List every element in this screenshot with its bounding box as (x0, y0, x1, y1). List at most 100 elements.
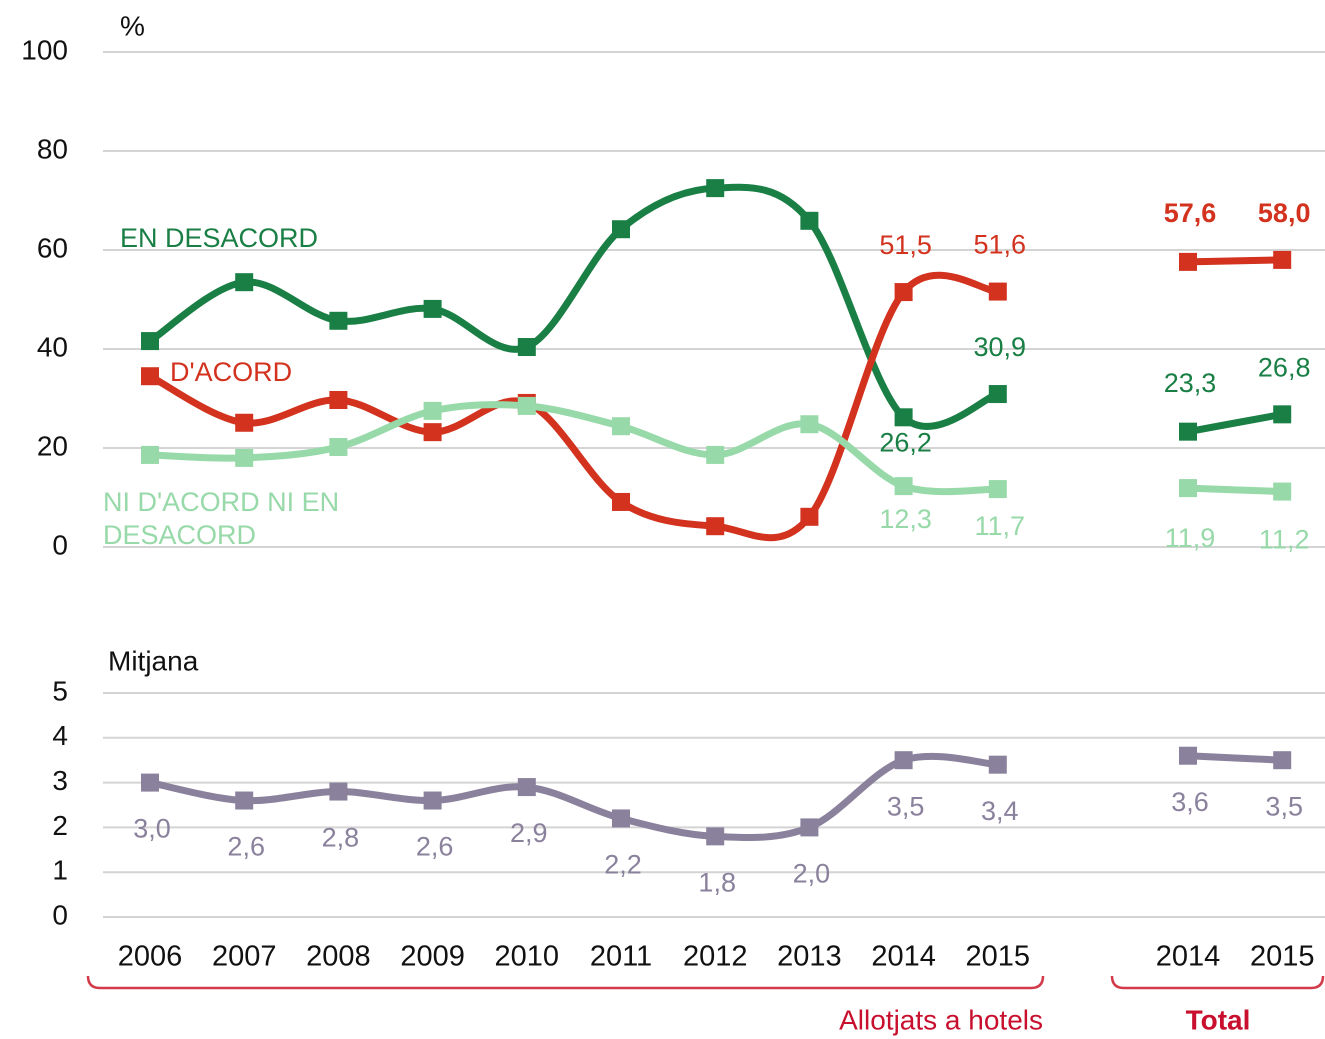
y-tick-label: 100 (21, 34, 68, 65)
data-label: 2,6 (227, 832, 265, 862)
data-label: 12,3 (879, 504, 932, 534)
x-tick-label: 2015 (1250, 941, 1315, 973)
marker (894, 408, 913, 427)
marker (1179, 422, 1197, 441)
series-line (1187, 410, 1283, 436)
data-label: 2,2 (604, 850, 642, 880)
data-label: 30,9 (974, 332, 1027, 362)
marker (988, 385, 1007, 404)
series-line (148, 271, 999, 542)
y-axis-label: Mitjana (108, 645, 199, 676)
y-tick-label: 2 (52, 810, 68, 841)
marker (894, 751, 913, 770)
data-label: 3,6 (1171, 787, 1209, 817)
data-label: 2,9 (510, 818, 548, 848)
data-label: 11,9 (1165, 523, 1216, 553)
x-tick-label: 2008 (306, 941, 371, 973)
marker (894, 477, 913, 496)
marker (141, 445, 159, 464)
y-tick-label: 0 (52, 899, 68, 930)
marker (517, 338, 536, 357)
marker (612, 492, 630, 511)
marker (329, 390, 348, 409)
series-line (1187, 752, 1283, 764)
data-label: 23,3 (1164, 368, 1217, 398)
marker (1273, 250, 1292, 269)
marker (706, 445, 725, 464)
y-tick-label: 1 (52, 855, 68, 886)
x-tick-label: 2015 (966, 941, 1031, 973)
data-label: 51,5 (879, 230, 932, 260)
x-tick-label: 2007 (212, 941, 277, 973)
marker (423, 423, 442, 442)
marker (612, 220, 630, 239)
data-label: 26,8 (1258, 352, 1311, 382)
x-tick-label: 2010 (495, 941, 560, 973)
marker (706, 179, 725, 198)
marker (988, 755, 1007, 774)
series-line (148, 183, 1000, 430)
marker (1273, 751, 1292, 770)
x-tick-label: 2012 (683, 941, 748, 973)
data-label: 1,8 (698, 867, 736, 897)
data-label: 51,6 (974, 230, 1027, 260)
marker (517, 778, 536, 797)
marker (235, 413, 254, 432)
marker (423, 299, 442, 318)
y-axis-label: % (120, 10, 145, 41)
marker (894, 283, 913, 302)
group-bracket (1110, 975, 1325, 990)
marker (1179, 252, 1197, 271)
marker (329, 438, 348, 457)
series-line (149, 752, 999, 842)
data-label: 11,2 (1259, 525, 1310, 555)
marker (800, 211, 819, 230)
data-label: 2,8 (322, 823, 360, 853)
marker (517, 396, 536, 415)
y-tick-label: 3 (52, 765, 68, 796)
marker (235, 448, 254, 467)
marker (141, 332, 159, 351)
marker (706, 517, 725, 536)
x-tick-label: 2013 (777, 941, 842, 973)
data-label: 2,0 (793, 859, 831, 889)
y-tick-label: 80 (37, 133, 68, 164)
y-tick-label: 4 (52, 720, 68, 751)
marker (800, 507, 819, 526)
marker (329, 782, 348, 801)
x-tick-label: 2009 (400, 941, 465, 973)
y-tick-label: 60 (37, 232, 68, 263)
series-line (1187, 484, 1283, 496)
marker (235, 273, 254, 292)
y-tick-label: 5 (52, 675, 68, 706)
series-label-text: NI D'ACORD NI EN DESACORD (103, 487, 340, 550)
series-line (149, 401, 998, 496)
marker (1179, 746, 1197, 765)
marker (141, 367, 159, 386)
data-label: 3,5 (887, 791, 925, 821)
series-label: D'ACORD (170, 357, 292, 387)
series-line (1187, 256, 1283, 266)
marker (612, 809, 630, 828)
group-bracket (86, 975, 1045, 990)
data-label: 2,6 (416, 832, 454, 862)
data-label: 3,4 (981, 796, 1019, 826)
marker (988, 282, 1007, 301)
group-label: Allotjats a hotels (839, 1004, 1043, 1035)
marker (988, 480, 1007, 499)
data-label: 11,7 (975, 511, 1026, 541)
marker (423, 401, 442, 420)
marker (612, 417, 630, 436)
marker (800, 818, 819, 837)
data-label: 3,5 (1265, 791, 1303, 821)
marker (1273, 482, 1292, 501)
data-label: 57,6 (1164, 198, 1217, 228)
y-tick-label: 20 (37, 430, 68, 461)
x-tick-label: 2014 (1156, 941, 1221, 973)
group-label: Total (1186, 1004, 1251, 1035)
series-label: NI D'ACORD NI EN DESACORD (103, 487, 340, 550)
x-tick-label: 2011 (590, 941, 652, 973)
marker (141, 773, 159, 792)
marker (423, 791, 442, 810)
